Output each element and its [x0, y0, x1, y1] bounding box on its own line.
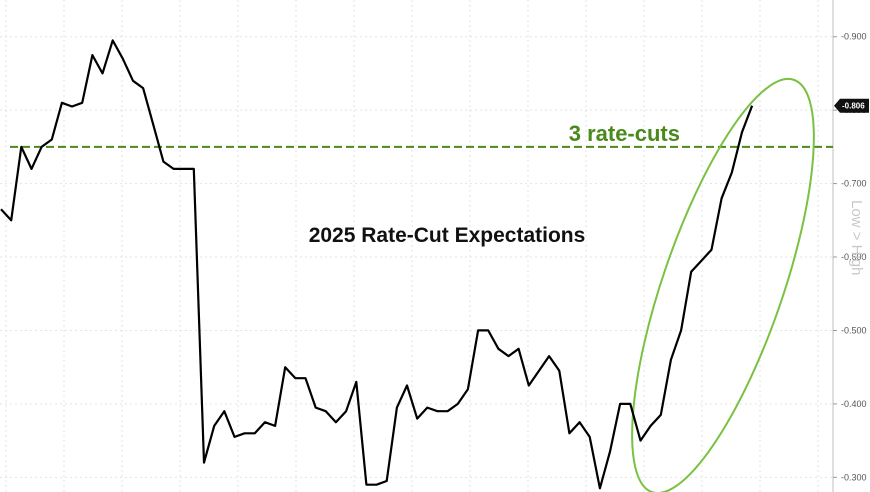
y-tick-label: -0.400 — [841, 399, 867, 409]
grid — [0, 0, 833, 492]
highlight-ellipse-shape — [631, 77, 815, 492]
y-tick-label: -0.900 — [841, 32, 867, 42]
highlight-ellipse — [631, 77, 815, 492]
y-tick-label: -0.500 — [841, 325, 867, 335]
last-value-label: -0.806 — [842, 102, 865, 111]
y-tick-label: -0.600 — [841, 252, 867, 262]
y-axis-label: Low > High — [848, 200, 865, 275]
series-line — [0, 39, 754, 490]
y-tick-label: -0.300 — [841, 472, 867, 482]
y-tick-label: -0.700 — [841, 179, 867, 189]
series — [0, 39, 754, 490]
chart-title: 2025 Rate-Cut Expectations — [309, 224, 586, 247]
last-value-badge: -0.806 — [834, 98, 869, 113]
reference-line-label: 3 rate-cuts — [569, 121, 680, 146]
reference-line-group: 3 rate-cuts — [10, 121, 833, 148]
last-value-badge-shape — [834, 98, 869, 113]
